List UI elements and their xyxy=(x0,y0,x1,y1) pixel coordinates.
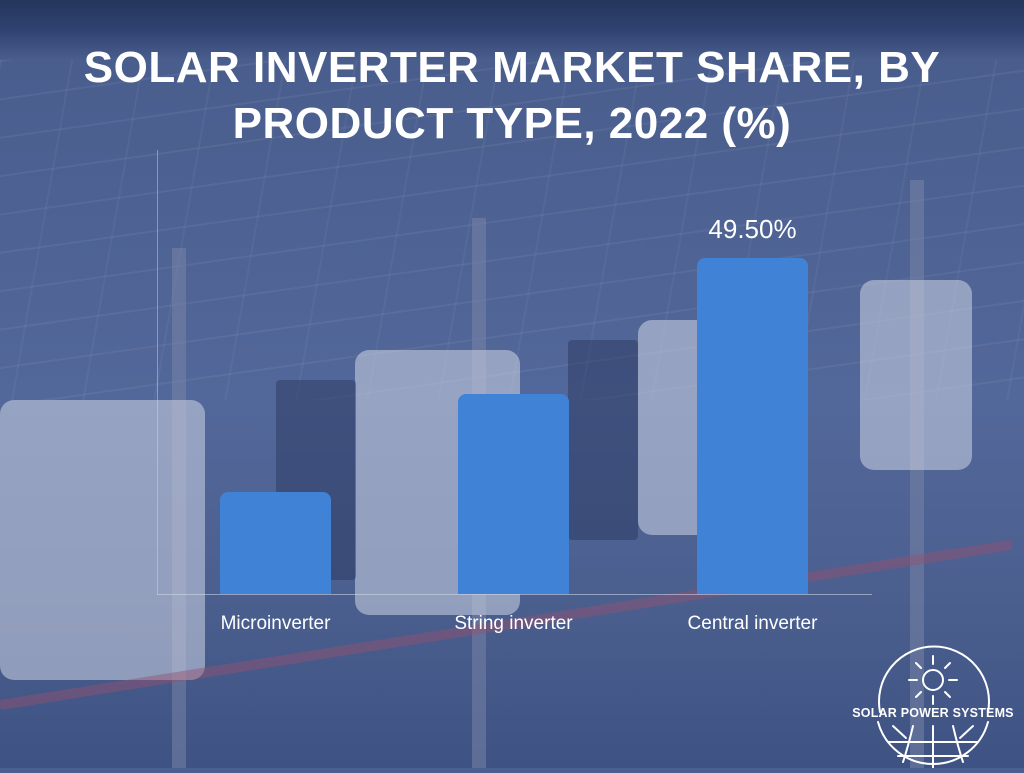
inverter-bracket xyxy=(568,340,638,540)
inverter-box xyxy=(860,280,972,470)
chart-title: SOLAR INVERTER MARKET SHARE, BY PRODUCT … xyxy=(0,40,1024,152)
bar-string-inverter xyxy=(458,393,569,594)
category-label-microinverter: Microinverter xyxy=(220,613,331,634)
y-axis-line xyxy=(157,150,158,594)
logo-text: SOLAR POWER SYSTEMS xyxy=(852,706,1014,720)
value-label-central-inverter: 49.50% xyxy=(708,214,797,244)
solar-panels-texture xyxy=(0,60,1024,400)
chart-title-line1: SOLAR INVERTER MARKET SHARE, BY xyxy=(83,43,941,92)
company-logo: SOLAR POWER SYSTEMS xyxy=(848,642,1018,769)
category-label-string-inverter: String inverter xyxy=(454,613,573,634)
x-axis-line xyxy=(157,594,872,595)
chart-title-line2: PRODUCT TYPE, 2022 (%) xyxy=(232,99,792,148)
category-label-central-inverter: Central inverter xyxy=(687,613,818,634)
bar-central-inverter xyxy=(697,258,808,594)
inverter-box xyxy=(0,400,205,680)
sun-globe-icon xyxy=(877,645,990,769)
bar-microinverter xyxy=(220,492,331,594)
